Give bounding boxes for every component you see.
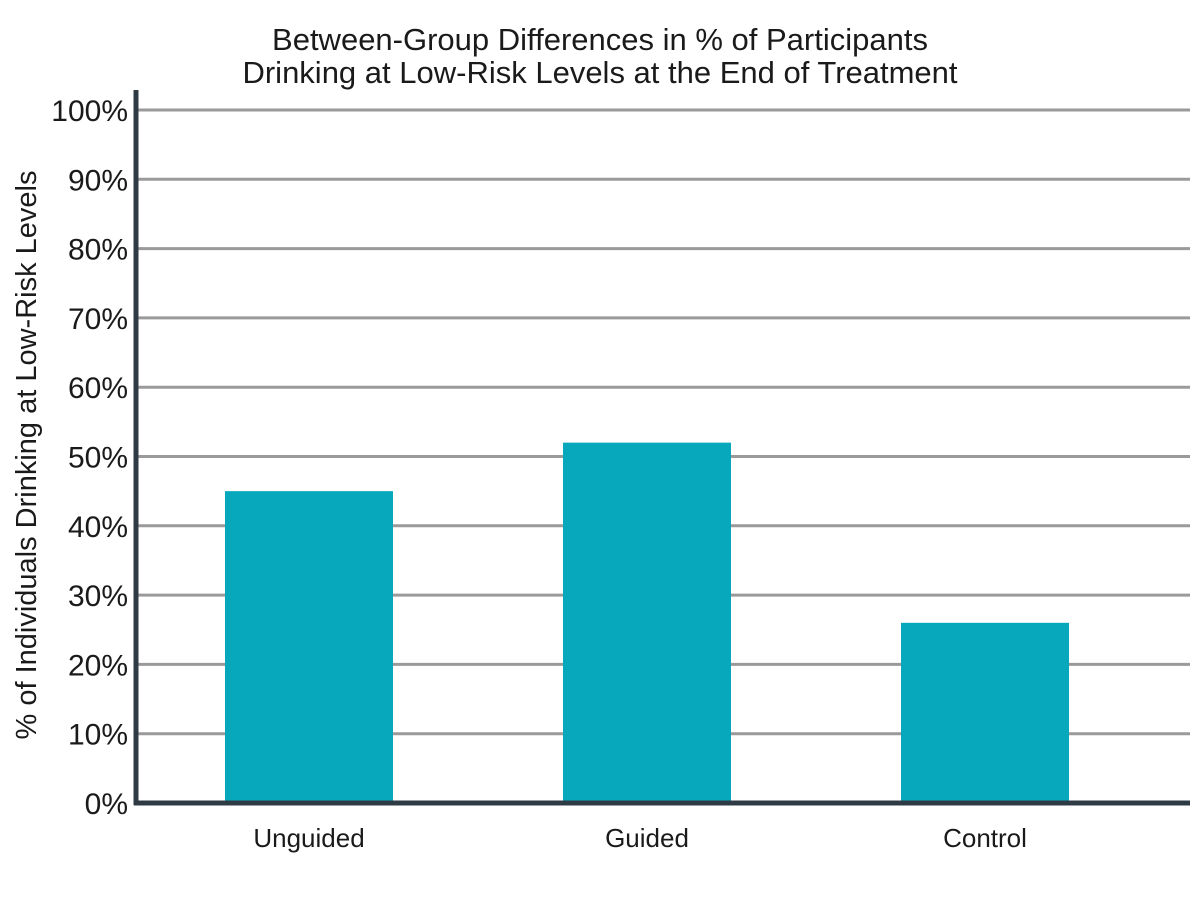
bar-control xyxy=(901,622,1069,803)
bar-unguided xyxy=(225,491,393,803)
y-tick-label-10: 10% xyxy=(68,719,128,752)
x-tick-label-control: Control xyxy=(943,823,1027,853)
y-tick-labels: 0% 10% 20% 30% 40% 50% 60% 70% 80% 90% 100% xyxy=(51,95,128,821)
x-tick-label-unguided: Unguided xyxy=(253,823,364,853)
y-tick-label-80: 80% xyxy=(68,234,128,267)
y-tick-label-30: 30% xyxy=(68,580,128,613)
axes xyxy=(133,90,1190,806)
y-tick-label-90: 90% xyxy=(68,164,128,197)
y-tick-label-20: 20% xyxy=(68,649,128,682)
chart-title-line-1: Between-Group Differences in % of Partic… xyxy=(272,22,928,57)
x-tick-labels: Unguided Guided Control xyxy=(253,823,1027,853)
y-tick-label-50: 50% xyxy=(68,442,128,475)
x-tick-label-guided: Guided xyxy=(605,823,689,853)
y-tick-label-60: 60% xyxy=(68,372,128,405)
chart-title-line-2: Drinking at Low-Risk Levels at the End o… xyxy=(242,55,957,90)
y-tick-label-70: 70% xyxy=(68,303,128,336)
chart-title: Between-Group Differences in % of Partic… xyxy=(242,22,957,90)
y-axis-title: % of Individuals Drinking at Low-Risk Le… xyxy=(11,171,43,740)
bars xyxy=(225,442,1069,803)
y-tick-label-40: 40% xyxy=(68,511,128,544)
bar-guided xyxy=(563,442,731,803)
y-tick-label-0: 0% xyxy=(85,788,128,821)
y-tick-label-100: 100% xyxy=(51,95,128,128)
